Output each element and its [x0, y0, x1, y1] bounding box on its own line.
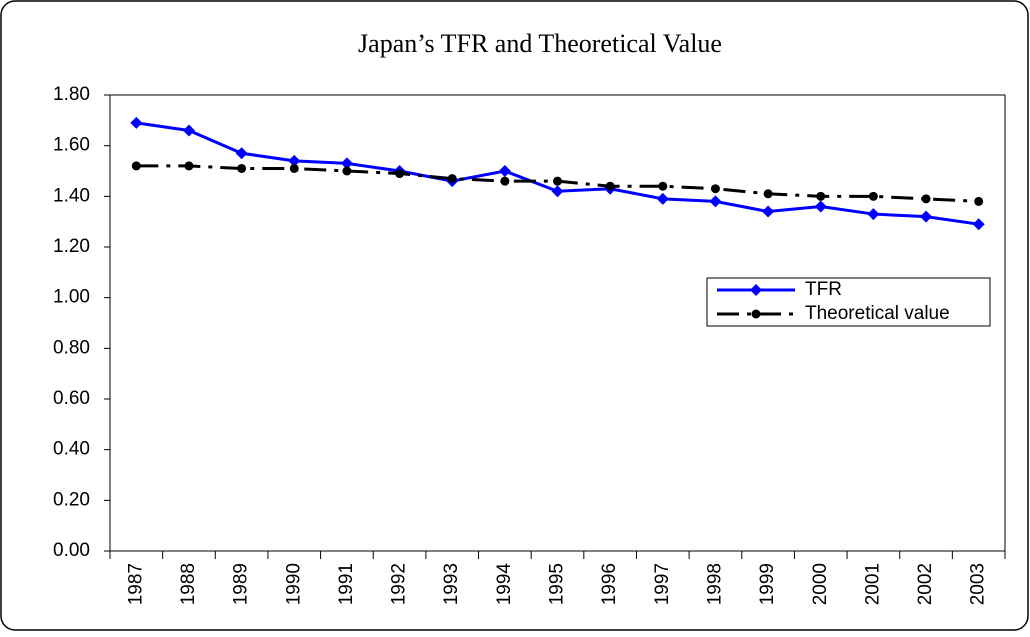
- data-point: [710, 184, 720, 194]
- legend-label: Theoretical value: [805, 303, 950, 324]
- x-tick-label: 2001: [862, 563, 883, 605]
- data-point: [395, 169, 405, 179]
- x-tick-label: 1992: [389, 563, 410, 605]
- x-tick-label: 1990: [283, 563, 304, 605]
- x-tick-label: 1998: [704, 563, 725, 605]
- data-point: [184, 161, 194, 171]
- x-tick-label: 1988: [178, 563, 199, 605]
- data-point: [605, 181, 615, 191]
- x-tick-label: 1997: [652, 563, 673, 605]
- data-point: [130, 116, 143, 129]
- y-tick-label: 1.80: [53, 84, 90, 105]
- data-point: [868, 191, 878, 201]
- data-point: [867, 208, 880, 221]
- data-point: [814, 200, 827, 213]
- data-point: [709, 195, 722, 208]
- y-tick-label: 1.60: [53, 135, 90, 156]
- data-point: [288, 154, 301, 167]
- data-point: [972, 218, 985, 231]
- legend-marker: [751, 309, 761, 319]
- data-point: [237, 163, 247, 173]
- data-point: [235, 147, 248, 160]
- y-tick-label: 0.80: [53, 337, 90, 358]
- x-tick-label: 1991: [336, 563, 357, 605]
- y-tick-label: 1.40: [53, 185, 90, 206]
- x-tick-label: 1995: [547, 563, 568, 605]
- chart-title: Japan’s TFR and Theoretical Value: [358, 29, 722, 58]
- data-point: [763, 189, 773, 199]
- x-tick-label: 1996: [599, 563, 620, 605]
- data-point: [447, 174, 457, 184]
- x-tick-label: 1999: [757, 563, 778, 605]
- y-tick-label: 1.00: [53, 287, 90, 308]
- data-point: [340, 157, 353, 170]
- y-tick-label: 0.40: [53, 439, 90, 460]
- x-tick-label: 2000: [810, 563, 831, 605]
- data-point: [551, 185, 564, 198]
- data-point: [553, 176, 562, 186]
- data-point: [656, 192, 669, 205]
- x-tick-label: 1987: [125, 563, 146, 605]
- data-point: [289, 163, 299, 173]
- y-tick-label: 1.20: [53, 236, 90, 257]
- data-point: [182, 124, 195, 137]
- data-point: [816, 191, 826, 201]
- data-point: [920, 210, 933, 223]
- legend-marker: [750, 284, 762, 296]
- x-tick-label: 1989: [231, 563, 252, 605]
- data-point: [342, 166, 352, 176]
- x-tick-label: 2003: [968, 563, 989, 605]
- x-tick-label: 1993: [441, 563, 462, 605]
- x-tick-label: 1994: [494, 563, 515, 606]
- data-point: [762, 205, 775, 218]
- y-tick-label: 0.00: [53, 540, 90, 561]
- data-point: [500, 176, 510, 186]
- data-point: [131, 161, 141, 171]
- data-point: [921, 194, 931, 204]
- y-tick-label: 0.20: [53, 489, 90, 510]
- data-point: [974, 196, 984, 206]
- data-point: [498, 165, 511, 177]
- y-tick-label: 0.60: [53, 388, 90, 409]
- x-tick-label: 2002: [915, 563, 936, 605]
- legend-label: TFR: [805, 279, 842, 300]
- data-point: [658, 181, 668, 191]
